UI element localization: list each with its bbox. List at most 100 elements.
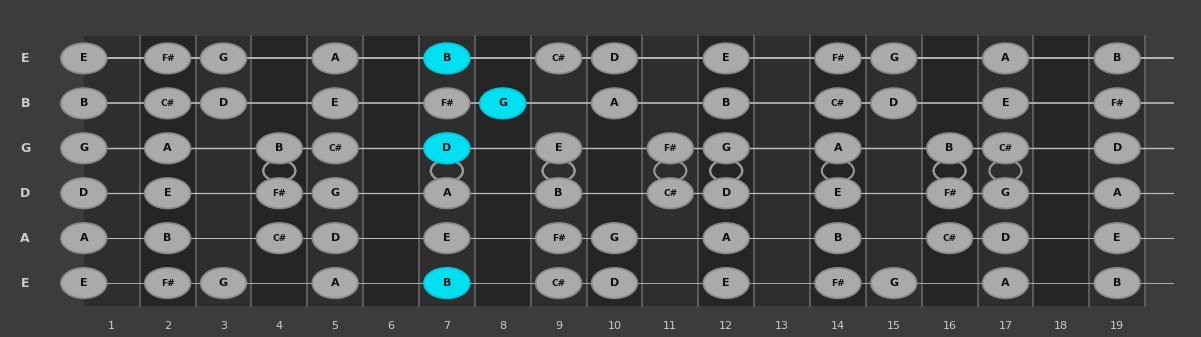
Text: C#: C# [328,144,342,153]
Text: C#: C# [943,234,957,243]
Text: A: A [330,278,340,288]
Text: B: B [79,98,88,109]
Text: A: A [79,233,88,243]
Ellipse shape [61,268,107,298]
Ellipse shape [1094,268,1140,298]
Text: E: E [80,278,88,288]
Ellipse shape [312,43,358,74]
Ellipse shape [256,178,303,209]
Bar [251,36,307,306]
Bar [978,36,1033,306]
Ellipse shape [871,43,916,74]
Ellipse shape [61,43,107,74]
Ellipse shape [536,178,581,209]
Ellipse shape [144,88,191,119]
Text: 10: 10 [608,321,621,331]
Text: B: B [443,278,452,288]
Text: B: B [833,233,842,243]
Text: F#: F# [440,99,454,108]
Text: E: E [722,278,730,288]
Ellipse shape [1094,88,1140,119]
Text: C#: C# [998,144,1012,153]
Ellipse shape [201,88,246,119]
Text: 1: 1 [108,321,115,331]
Ellipse shape [704,133,749,163]
Text: C#: C# [161,99,174,108]
Text: A: A [330,53,340,63]
Ellipse shape [871,268,916,298]
Ellipse shape [201,43,246,74]
Text: A: A [1113,188,1122,198]
Text: 15: 15 [886,321,901,331]
Text: A: A [20,232,30,245]
Text: 9: 9 [555,321,562,331]
Text: F#: F# [943,189,956,198]
Text: F#: F# [831,54,844,63]
Bar [139,36,196,306]
Text: E: E [20,277,29,289]
Text: 18: 18 [1054,321,1069,331]
Bar [1033,36,1089,306]
Text: G: G [20,142,30,155]
Text: G: G [219,53,228,63]
Ellipse shape [592,268,638,298]
Ellipse shape [256,133,303,163]
Text: 4: 4 [276,321,283,331]
Text: 16: 16 [943,321,957,331]
Bar [531,36,586,306]
Text: B: B [163,233,172,243]
Text: B: B [20,97,30,110]
Ellipse shape [815,268,861,298]
Ellipse shape [480,88,526,119]
Ellipse shape [815,88,861,119]
Bar [586,36,643,306]
Text: A: A [163,143,172,153]
Text: E: E [1113,233,1121,243]
Ellipse shape [982,43,1028,74]
Ellipse shape [536,223,581,253]
Text: G: G [610,233,619,243]
Text: G: G [498,98,507,109]
Text: A: A [443,188,452,198]
Ellipse shape [536,268,581,298]
Text: B: B [722,98,730,109]
Ellipse shape [927,178,973,209]
Text: E: E [722,53,730,63]
Ellipse shape [1094,43,1140,74]
Ellipse shape [312,268,358,298]
Text: G: G [330,188,340,198]
Ellipse shape [704,178,749,209]
Ellipse shape [144,223,191,253]
Text: 19: 19 [1110,321,1124,331]
Text: D: D [20,187,30,200]
Text: 14: 14 [831,321,846,331]
Text: E: E [833,188,842,198]
Bar [754,36,809,306]
Ellipse shape [536,43,581,74]
Ellipse shape [982,133,1028,163]
Bar [307,36,363,306]
Bar [84,36,139,306]
Ellipse shape [424,43,470,74]
Text: F#: F# [161,54,174,63]
Text: A: A [610,98,619,109]
Text: D: D [610,53,619,63]
Text: C#: C# [551,54,566,63]
Text: D: D [330,233,340,243]
Text: G: G [889,53,898,63]
Ellipse shape [815,223,861,253]
Ellipse shape [871,88,916,119]
Ellipse shape [424,178,470,209]
Text: 3: 3 [220,321,227,331]
Ellipse shape [982,88,1028,119]
Text: C#: C# [273,234,286,243]
Ellipse shape [1094,178,1140,209]
Text: 5: 5 [331,321,339,331]
Ellipse shape [592,43,638,74]
Text: G: G [79,143,89,153]
Text: A: A [1002,53,1010,63]
Text: G: G [722,143,730,153]
Text: F#: F# [161,279,174,287]
Ellipse shape [144,43,191,74]
Bar [921,36,978,306]
